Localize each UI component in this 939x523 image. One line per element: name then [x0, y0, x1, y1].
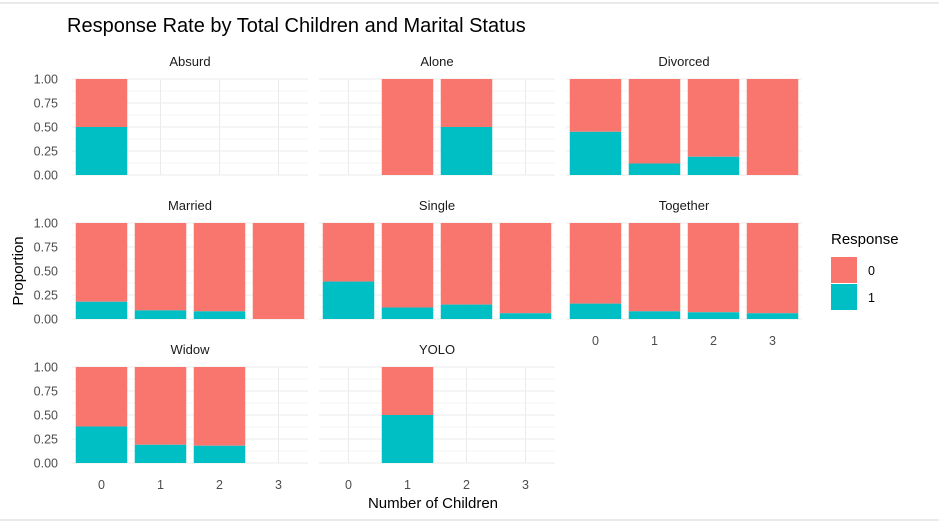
bar-response-1	[440, 304, 493, 319]
bar-response-0	[75, 79, 128, 127]
facet-label: Absurd	[169, 54, 210, 69]
facet-panel-widow: Widow	[72, 342, 308, 464]
bar-response-0	[746, 79, 799, 175]
bar-response-1	[75, 127, 128, 175]
y-tick-label: 0.75	[34, 385, 58, 399]
legend: Response 0 1	[831, 231, 899, 310]
facet-label: Together	[659, 198, 710, 213]
y-tick-label: 1.00	[34, 217, 58, 231]
y-tick-label: 0.50	[34, 265, 58, 279]
y-tick-label: 0.00	[34, 169, 58, 183]
bar-response-0	[569, 223, 622, 304]
facet-panel-single: Single	[319, 198, 555, 320]
bar-response-1	[499, 313, 552, 319]
bar-response-0	[252, 223, 305, 319]
x-tick-label: 1	[651, 334, 658, 348]
x-tick-label: 3	[522, 478, 529, 492]
y-tick-label: 0.75	[34, 97, 58, 111]
bar-response-1	[628, 311, 681, 319]
facet-panel-married: Married	[72, 198, 308, 320]
bar-response-0	[628, 223, 681, 312]
bar-response-0	[440, 79, 493, 127]
bar-response-1	[569, 131, 622, 175]
bar-response-1	[687, 312, 740, 319]
facet-label: Alone	[420, 54, 453, 69]
facet-label: YOLO	[419, 342, 455, 357]
y-tick-label: 0.75	[34, 241, 58, 255]
x-tick-label: 0	[345, 478, 352, 492]
facet-panel-alone: Alone	[319, 54, 555, 176]
bar-response-0	[381, 367, 434, 415]
bar-response-0	[687, 79, 740, 157]
y-tick-label: 1.00	[34, 73, 58, 87]
y-tick-label: 0.50	[34, 409, 58, 423]
facet-panel-divorced: Divorced	[566, 54, 802, 176]
x-tick-label: 0	[592, 334, 599, 348]
x-tick-label: 1	[157, 478, 164, 492]
y-tick-label: 0.00	[34, 313, 58, 327]
bar-response-0	[381, 223, 434, 308]
bar-response-1	[134, 310, 187, 319]
bar-response-0	[569, 79, 622, 132]
x-tick-label: 1	[404, 478, 411, 492]
chart-title: Response Rate by Total Children and Mari…	[67, 15, 526, 37]
y-tick-label: 0.25	[34, 289, 58, 303]
bar-response-0	[193, 367, 246, 446]
x-axis-title: Number of Children	[368, 495, 498, 512]
bar-response-0	[499, 223, 552, 314]
x-tick-label: 2	[216, 478, 223, 492]
facet-label: Divorced	[658, 54, 709, 69]
y-tick-label: 0.25	[34, 145, 58, 159]
bar-response-1	[440, 127, 493, 175]
axes: 0.00 0.25 0.50 0.75 1.00 0.00 0.25 0.50 0.75 1.00…	[34, 73, 776, 493]
x-tick-label: 3	[769, 334, 776, 348]
facet-label: Single	[419, 198, 455, 213]
bar-response-1	[746, 313, 799, 319]
bar-response-1	[75, 301, 128, 319]
y-tick-label: 0.50	[34, 121, 58, 135]
facet-panels: Absurd Alone Divorced Married Single Together…	[72, 54, 802, 464]
x-tick-label: 3	[275, 478, 282, 492]
bar-response-0	[75, 367, 128, 427]
legend-key-0	[831, 257, 857, 283]
bar-response-1	[322, 281, 375, 319]
bar-response-1	[193, 311, 246, 319]
legend-label-0: 0	[868, 264, 875, 278]
bar-response-0	[687, 223, 740, 313]
x-tick-label: 0	[98, 478, 105, 492]
bar-response-1	[687, 156, 740, 175]
facet-panel-yolo: YOLO	[319, 342, 555, 464]
legend-label-1: 1	[868, 291, 875, 305]
bar-response-0	[381, 79, 434, 175]
bar-response-1	[134, 444, 187, 463]
bar-response-1	[628, 163, 681, 175]
bar-response-0	[322, 223, 375, 282]
y-axis-title: Proportion	[10, 236, 27, 305]
bar-response-1	[75, 426, 128, 463]
facet-label: Married	[168, 198, 212, 213]
facet-panel-absurd: Absurd	[72, 54, 308, 176]
bar-response-1	[381, 307, 434, 319]
legend-key-1	[831, 284, 857, 310]
bar-response-0	[440, 223, 493, 305]
bar-response-0	[134, 223, 187, 311]
x-tick-label: 2	[463, 478, 470, 492]
bar-response-1	[193, 445, 246, 463]
facet-panel-together: Together	[566, 198, 802, 320]
facet-label: Widow	[170, 342, 210, 357]
bar-response-1	[381, 415, 434, 463]
y-tick-label: 0.25	[34, 433, 58, 447]
legend-title: Response	[831, 231, 899, 248]
bar-response-1	[569, 303, 622, 319]
bar-response-0	[75, 223, 128, 302]
bar-response-0	[134, 367, 187, 445]
y-tick-label: 0.00	[34, 457, 58, 471]
bar-response-0	[746, 223, 799, 314]
bar-response-0	[193, 223, 246, 312]
y-tick-label: 1.00	[34, 361, 58, 375]
x-tick-label: 2	[710, 334, 717, 348]
bar-response-0	[628, 79, 681, 164]
